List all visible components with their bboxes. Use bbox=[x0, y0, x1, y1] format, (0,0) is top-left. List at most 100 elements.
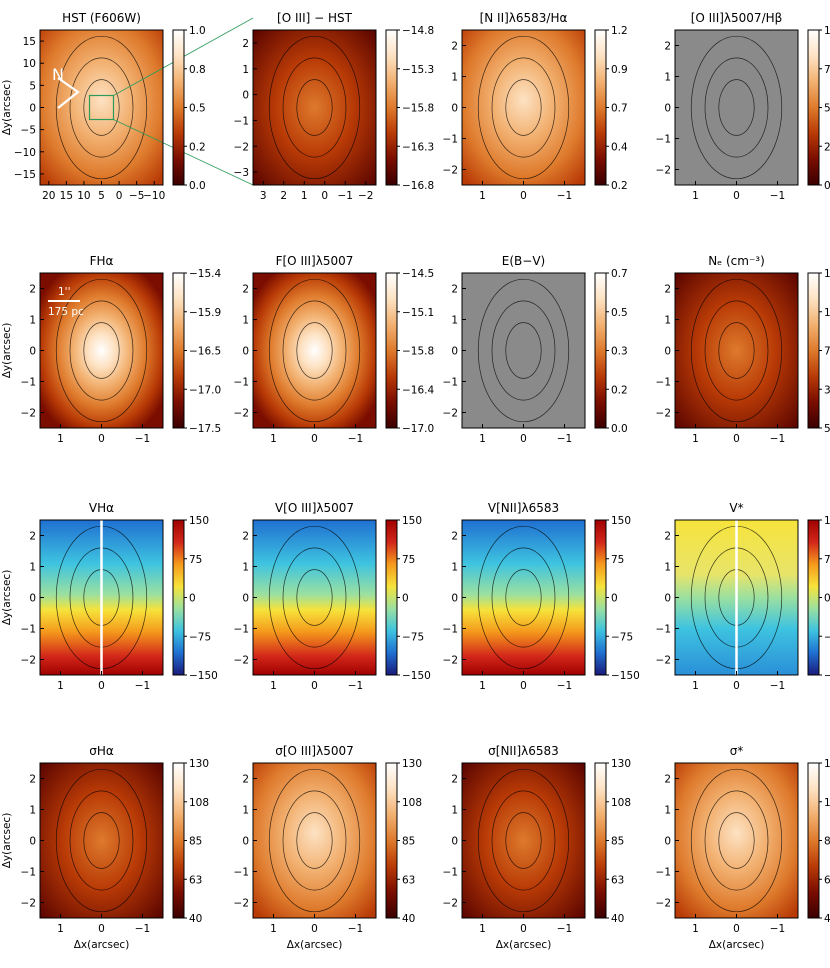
colorbar bbox=[594, 762, 607, 919]
colorbar-tick-label: 0.0 bbox=[189, 180, 206, 192]
map-image bbox=[675, 763, 798, 918]
y-tick-label: −2 bbox=[443, 165, 458, 177]
colorbar-tick-label: 5.0 bbox=[824, 103, 830, 115]
colorbar-tick-label: 108 bbox=[824, 797, 830, 809]
contour-line bbox=[83, 79, 120, 136]
x-tick-label: 3 bbox=[260, 190, 267, 202]
x-tick-label: 0 bbox=[98, 923, 105, 935]
y-tick-label: 0 bbox=[664, 836, 671, 848]
contour-line bbox=[83, 812, 120, 869]
colorbar-tick-label: 130 bbox=[402, 758, 422, 770]
contour-line bbox=[491, 790, 556, 891]
colorbar-tick-label: 50 bbox=[824, 423, 830, 435]
panel-r0-c2: [N II]λ6583/Hα 1 0 −1 2 1 0 −1 −2 1.2 0.9 0.7 0.4 0.2 bbox=[443, 11, 629, 202]
contour-line bbox=[491, 300, 556, 401]
colorbar-tick-label: 40 bbox=[824, 913, 830, 925]
colorbar-tick-label: −75 bbox=[189, 631, 211, 643]
map-image bbox=[253, 520, 376, 675]
panel-title: σ* bbox=[730, 744, 744, 758]
colorbar-tick-label: −16.3 bbox=[402, 141, 434, 153]
x-tick-label: 0 bbox=[733, 923, 740, 935]
contour-line bbox=[55, 35, 148, 180]
map-image bbox=[675, 273, 798, 428]
y-tick-label: 2 bbox=[451, 774, 458, 786]
colorbar-tick-label: 0 bbox=[611, 593, 618, 605]
y-tick-label: −2 bbox=[443, 655, 458, 667]
x-tick-label: 0 bbox=[520, 190, 527, 202]
x-axis-label: Δx(arcsec) bbox=[74, 939, 130, 951]
colorbar-tick-label: 85 bbox=[611, 836, 624, 848]
y-tick-label: −2 bbox=[234, 655, 249, 667]
colorbar-tick-label: 0.7 bbox=[611, 103, 628, 115]
x-tick-label: 1 bbox=[479, 680, 486, 692]
colorbar bbox=[594, 29, 607, 186]
y-tick-label: 1 bbox=[242, 562, 249, 574]
x-tick-label: −1 bbox=[135, 923, 150, 935]
colorbar-tick-label: 150 bbox=[611, 515, 631, 527]
x-tick-label: 5 bbox=[98, 190, 105, 202]
panel-r2-c2: V[NII]λ6583 1 0 −1 2 1 0 −1 −2 150 75 0 −75 −150 bbox=[443, 501, 640, 692]
y-tick-label: −1 bbox=[21, 377, 36, 389]
contour-line bbox=[282, 790, 347, 891]
y-tick-label: −2 bbox=[656, 898, 671, 910]
colorbar-tick-label: −150 bbox=[611, 670, 640, 682]
x-tick-label: 1 bbox=[301, 190, 308, 202]
colorbar-tick-label: 0 bbox=[824, 593, 830, 605]
colorbar bbox=[172, 762, 185, 919]
y-tick-label: −1 bbox=[656, 867, 671, 879]
colorbar bbox=[172, 29, 185, 186]
y-tick-label: 0 bbox=[242, 90, 249, 102]
y-tick-label: −1 bbox=[443, 624, 458, 636]
y-tick-label: 2 bbox=[664, 531, 671, 543]
colorbar-tick-label: 1.2 bbox=[611, 25, 628, 37]
colorbar-tick-label: −14.5 bbox=[402, 268, 434, 280]
map-image bbox=[253, 30, 376, 185]
panel-r1-c1: F[O III]λ5007 1 0 −1 2 1 0 −1 −2 −14.5 −15.1 −15.8 −… bbox=[234, 254, 435, 445]
colorbar bbox=[172, 272, 185, 429]
x-tick-label: −1 bbox=[348, 433, 363, 445]
colorbar-tick-label: 0.7 bbox=[611, 268, 628, 280]
y-tick-label: 1 bbox=[664, 562, 671, 574]
x-tick-label: 1 bbox=[57, 433, 64, 445]
y-tick-label: 1 bbox=[29, 805, 36, 817]
y-tick-label: 1 bbox=[451, 562, 458, 574]
contour-line bbox=[296, 569, 333, 626]
colorbar-tick-label: 0.4 bbox=[611, 141, 628, 153]
y-tick-label: 2 bbox=[451, 531, 458, 543]
colorbar-tick-label: 85 bbox=[824, 836, 830, 848]
contour-line bbox=[477, 525, 570, 670]
colorbar-tick-label: 0.8 bbox=[189, 64, 206, 76]
panel-r0-c0: HST (F606W)N20 15 10 5 0 −5−10151050−5−10−151… bbox=[1, 11, 254, 202]
colorbar-tick-label: −15.9 bbox=[189, 307, 221, 319]
x-tick-label: −2 bbox=[358, 190, 373, 202]
contour-line bbox=[477, 278, 570, 423]
colorbar bbox=[385, 272, 398, 429]
x-tick-label: −1 bbox=[557, 923, 572, 935]
contour-line bbox=[69, 790, 134, 891]
colorbar-tick-label: −15.4 bbox=[189, 268, 221, 280]
colorbar-tick-label: 75 bbox=[189, 554, 202, 566]
x-tick-label: 1 bbox=[479, 433, 486, 445]
map-image bbox=[40, 763, 163, 918]
colorbar-tick-label: 1400 bbox=[824, 268, 830, 280]
panel-title: V[NII]λ6583 bbox=[488, 501, 559, 515]
x-tick-label: 1 bbox=[692, 680, 699, 692]
y-tick-label: −1 bbox=[656, 377, 671, 389]
y-tick-label: 0 bbox=[451, 836, 458, 848]
contour-line bbox=[477, 768, 570, 913]
y-tick-label: 0 bbox=[664, 103, 671, 115]
y-tick-label: 5 bbox=[29, 80, 36, 92]
y-tick-label: −2 bbox=[21, 655, 36, 667]
colorbar-tick-label: 85 bbox=[189, 836, 202, 848]
x-tick-label: 0 bbox=[520, 923, 527, 935]
x-tick-label: −1 bbox=[557, 680, 572, 692]
colorbar-tick-label: 130 bbox=[189, 758, 209, 770]
panel-title: σ[NII]λ6583 bbox=[488, 744, 559, 758]
x-tick-label: −1 bbox=[770, 190, 785, 202]
colorbar-tick-label: 10.0 bbox=[824, 25, 830, 37]
colorbar-tick-label: −17.5 bbox=[189, 423, 221, 435]
y-tick-label: −1 bbox=[443, 377, 458, 389]
contour-line bbox=[505, 79, 542, 136]
y-tick-label: −2 bbox=[443, 898, 458, 910]
x-tick-label: −1 bbox=[770, 680, 785, 692]
